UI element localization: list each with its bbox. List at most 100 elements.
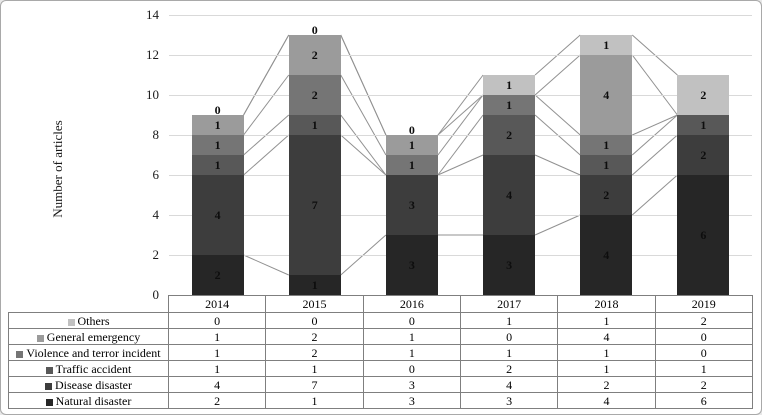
table-value-cell: 0 (167, 312, 267, 329)
table-corner-blank-cell (8, 295, 169, 313)
y-tick-label: 12 (146, 47, 159, 62)
bar-value-label: 1 (700, 118, 707, 132)
bar-segment: 1 (385, 135, 438, 155)
legend-swatch (67, 318, 75, 326)
bar-value-label: 3 (506, 258, 513, 272)
series-line (243, 74, 290, 136)
table-header-row: 2014 2015 2016 2017 2018 2019 (8, 295, 753, 313)
table-value-cell: 1 (459, 312, 559, 329)
bar-segment: 1 (385, 155, 438, 175)
bar-value-label: 1 (214, 138, 221, 152)
bar-segment: 3 (385, 235, 438, 295)
table-row: Traffic accident 1 1 0 2 1 1 (8, 360, 753, 377)
bar-value-label: 1 (408, 138, 415, 152)
bar-value-label: 3 (408, 198, 415, 212)
bar-value-label: 0 (214, 103, 221, 117)
table-value-cell: 1 (167, 344, 267, 361)
series-line (534, 154, 581, 176)
bar-segment: 4 (191, 175, 244, 255)
table-value-cell: 1 (557, 360, 656, 377)
series-line (631, 174, 678, 216)
bar-value-label: 1 (311, 278, 318, 292)
bar-value-label: 1 (408, 158, 415, 172)
year-header-cell: 2015 (265, 295, 364, 313)
legend-swatch (36, 334, 44, 342)
bar-2016: 330110 (385, 1, 438, 295)
bar-segment: 2 (288, 75, 341, 115)
bar-value-label: 1 (214, 158, 221, 172)
gridline (169, 255, 752, 256)
table-value-cell: 6 (654, 392, 753, 409)
table-value-cell: 1 (654, 360, 753, 377)
table-value-cell: 1 (362, 328, 461, 345)
legend-swatch (45, 382, 52, 390)
table-value-cell: 3 (362, 376, 461, 393)
bar-value-label: 2 (311, 88, 318, 102)
table-value-cell: 2 (265, 328, 364, 345)
table-value-cell: 3 (362, 392, 461, 409)
bar-value-label: 1 (603, 138, 610, 152)
bar-segment: 1 (483, 75, 536, 95)
gridline (169, 215, 752, 216)
series-line (437, 114, 484, 176)
bar-segment: 1 (288, 115, 341, 135)
series-line (243, 134, 290, 176)
bar-segment: 3 (483, 235, 536, 295)
table-value-cell: 2 (265, 344, 364, 361)
bar-value-label: 4 (603, 248, 610, 262)
bar-value-label: 2 (700, 88, 707, 102)
bar-value-label: 1 (311, 118, 318, 132)
year-header-cell: 2019 (654, 295, 753, 313)
year-header-cell: 2018 (557, 295, 656, 313)
year-header-cell: 2016 (362, 295, 461, 313)
y-tick-label: 14 (146, 7, 159, 22)
table-value-cell: 1 (557, 312, 656, 329)
series-line (437, 94, 484, 156)
series-line (340, 114, 387, 176)
series-line (437, 74, 484, 136)
series-line (534, 214, 581, 236)
y-tick-label: 8 (152, 127, 160, 142)
bar-segment: 3 (385, 175, 438, 235)
table-row: General emergency 1 2 1 0 4 0 (8, 328, 753, 345)
table-value-cell: 1 (167, 360, 267, 377)
bar-segment: 1 (191, 135, 244, 155)
bar-value-label: 6 (700, 228, 707, 242)
bar-segment: 2 (483, 115, 536, 155)
table-value-cell: 3 (459, 392, 559, 409)
series-line (340, 34, 387, 136)
table-value-cell: 4 (459, 376, 559, 393)
bar-segment: 1 (580, 135, 633, 155)
series-line (534, 94, 581, 136)
bar-value-label: 0 (408, 123, 415, 137)
table-value-cell: 4 (557, 328, 656, 345)
table-value-cell: 1 (362, 344, 461, 361)
bar-value-label: 1 (506, 78, 513, 92)
bar-value-label: 2 (214, 268, 221, 282)
table-value-cell: 0 (362, 312, 461, 329)
table-value-cell: 1 (459, 344, 559, 361)
bar-value-label: 7 (311, 198, 318, 212)
legend-label: Disease disaster (55, 377, 132, 392)
table-value-cell: 2 (654, 312, 753, 329)
bar-segment: 2 (191, 255, 244, 295)
bar-value-label: 2 (506, 128, 513, 142)
bar-segment: 1 (677, 115, 730, 135)
bar-2017: 342101 (483, 1, 536, 295)
legend-label: Natural disaster (55, 393, 132, 408)
bar-2018: 4 2 1 1 4 1 (580, 1, 633, 295)
series-line (243, 34, 290, 116)
table-value-cell: 1 (557, 344, 656, 361)
table-value-cell: 2 (654, 376, 753, 393)
table-row: Disease disaster 4 7 3 4 2 2 (8, 376, 753, 393)
gridline (169, 15, 752, 16)
legend-swatch (45, 366, 53, 374)
bar-value-label: 1 (603, 38, 610, 52)
legend-label: Others (77, 313, 110, 328)
series-line (437, 154, 484, 176)
bar-segment: 4 (580, 215, 633, 295)
table-value-cell: 2 (167, 392, 267, 409)
table-value-cell: 2 (459, 360, 559, 377)
table-value-cell: 0 (362, 360, 461, 377)
table-value-cell: 1 (265, 360, 364, 377)
